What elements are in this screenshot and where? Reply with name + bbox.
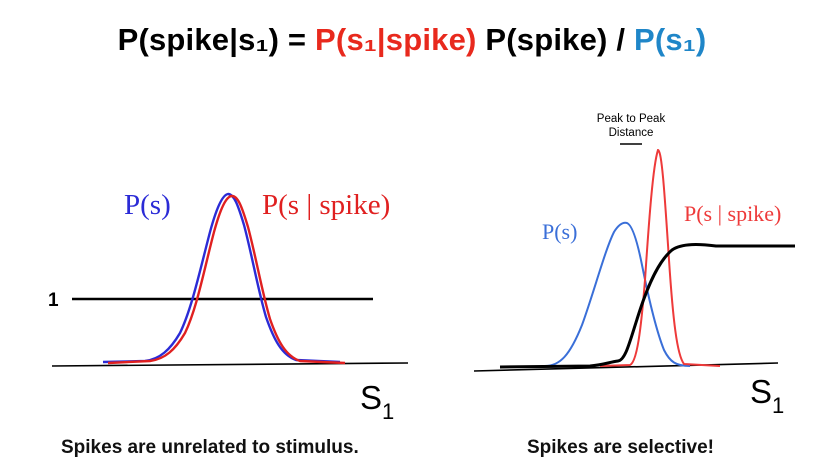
right-x-axis bbox=[473, 362, 779, 372]
left-level-label: 1 bbox=[48, 290, 59, 311]
peak-label-line2: Distance bbox=[609, 127, 654, 139]
right-panel: Peak to Peak Distance P(s) P(s | spike) bbox=[473, 113, 795, 372]
equation-prior: P(spike) / bbox=[476, 22, 635, 57]
right-ps-spike-curve bbox=[599, 148, 721, 367]
equation-likelihood: P(s₁|spike) bbox=[315, 22, 477, 57]
left-x-axis bbox=[51, 362, 409, 367]
left-ps-spike-curve bbox=[107, 194, 346, 365]
equation-lhs: P(spike|s₁) = bbox=[117, 22, 316, 57]
right-ps-curve bbox=[544, 221, 691, 367]
bayes-equation: P(spike|s₁) = P(s₁|spike) P(spike) / P(s… bbox=[0, 22, 824, 58]
left-panel: P(s) P(s | spike) 1 bbox=[48, 189, 409, 367]
left-ps-curve bbox=[102, 192, 341, 364]
equation-evidence: P(s₁) bbox=[634, 22, 707, 57]
right-ps-spike-label: P(s | spike) bbox=[684, 201, 781, 226]
left-ps-label: P(s) bbox=[124, 189, 171, 221]
peak-label-line1: Peak to Peak bbox=[597, 113, 666, 125]
left-caption: Spikes are unrelated to stimulus. bbox=[61, 437, 359, 458]
right-ps-label: P(s) bbox=[542, 219, 577, 244]
left-ps-spike-label: P(s | spike) bbox=[262, 189, 390, 221]
left-axis-label: S1 bbox=[360, 379, 395, 424]
right-axis-label: S1 bbox=[750, 373, 785, 418]
right-ratio-curve bbox=[499, 243, 795, 369]
right-caption: Spikes are selective! bbox=[527, 437, 714, 458]
